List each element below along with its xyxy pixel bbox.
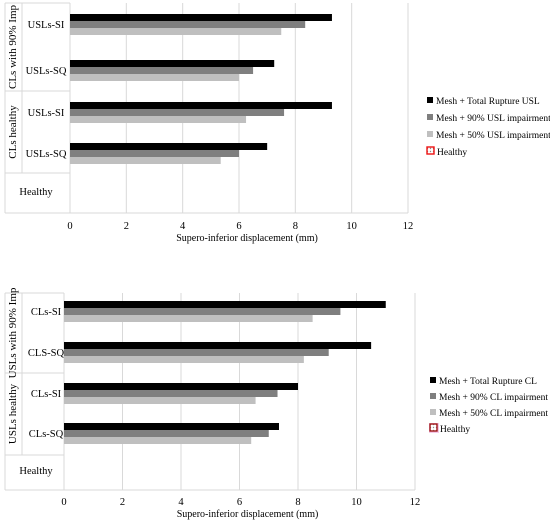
legend-label: Mesh + 90% CL impairment — [439, 393, 548, 403]
legend-label: Mesh + 50% CL impairment — [439, 409, 548, 419]
x-tick-label: 10 — [351, 497, 362, 508]
bar — [64, 315, 313, 322]
legend-swatch — [430, 393, 436, 399]
bar — [64, 390, 278, 397]
category-label: USLs-SI — [28, 108, 65, 119]
category-label: CLs-SI — [31, 307, 62, 318]
legend-swatch — [427, 97, 433, 103]
group-label: CLs healthy — [7, 105, 19, 159]
category-label: USLs-SQ — [26, 149, 67, 160]
x-tick-label: 0 — [61, 497, 66, 508]
legend-label: Mesh + Total Rupture CL — [439, 377, 537, 387]
chart-1: CLs with 90% Imp USLs-SI USLs-SQ CLs health… — [4, 2, 550, 244]
x-axis-label: Supero-inferior displacement (mm) — [176, 233, 318, 244]
legend-label-healthy: Healthy — [437, 148, 467, 158]
category-label: CLs-SQ — [29, 429, 64, 440]
bar — [64, 383, 298, 390]
bar — [70, 102, 332, 109]
x-tick-label: 10 — [346, 221, 357, 232]
x-tick-label: 8 — [293, 221, 298, 232]
category-label: Healthy — [19, 466, 53, 477]
bar — [70, 74, 239, 81]
bar — [70, 143, 268, 150]
x-tick-label: 0 — [67, 221, 72, 232]
bar — [64, 308, 341, 315]
x-tick-label: 12 — [403, 221, 414, 232]
bar — [70, 60, 275, 67]
bar — [70, 21, 306, 28]
group-label: USLs healthy — [7, 383, 19, 444]
legend-swatch — [427, 131, 433, 137]
bar — [64, 397, 256, 404]
x-tick-label: 12 — [410, 497, 421, 508]
bar — [64, 349, 329, 356]
bar — [70, 157, 221, 164]
category-label: USLs-SQ — [26, 66, 67, 77]
legend-label: Mesh + Total Rupture USL — [436, 97, 540, 107]
x-tick-label: 4 — [178, 497, 184, 508]
x-tick-label: 8 — [295, 497, 300, 508]
x-tick-label: 6 — [237, 497, 242, 508]
x-axis-label: Supero-inferior displacement (mm) — [177, 509, 319, 520]
x-tick-label: 4 — [180, 221, 186, 232]
legend-swatch-healthy — [429, 423, 438, 432]
bar — [64, 430, 269, 437]
legend-swatch — [430, 409, 436, 415]
bar — [64, 437, 252, 444]
chart-2: USLs with 90% Imp CLs-SI CLS-SQ USLs health… — [4, 287, 548, 520]
legend-swatch — [430, 377, 436, 383]
bar — [64, 356, 304, 363]
legend-swatch — [427, 114, 433, 120]
legend-label-healthy: Healthy — [440, 425, 470, 435]
bar — [70, 109, 285, 116]
category-label: Healthy — [19, 187, 53, 198]
x-tick-label: 2 — [124, 221, 129, 232]
bar — [70, 150, 239, 157]
legend-swatch-healthy — [426, 146, 435, 155]
bar — [64, 301, 386, 308]
legend-label: Mesh + 50% USL impairment — [436, 131, 550, 141]
category-label: USLs-SI — [28, 20, 65, 31]
bar — [70, 116, 247, 123]
x-tick-label: 6 — [236, 221, 241, 232]
bar — [70, 67, 254, 74]
group-label: USLs with 90% Imp — [7, 287, 19, 378]
x-tick-label: 2 — [120, 497, 125, 508]
group-label: CLs with 90% Imp — [7, 4, 19, 89]
legend-label: Mesh + 90% USL impairment — [436, 114, 550, 124]
category-label: CLS-SQ — [28, 348, 65, 359]
bar — [64, 342, 372, 349]
bar — [70, 14, 332, 21]
bar — [64, 423, 279, 430]
category-label: CLs-SI — [31, 389, 62, 400]
bar — [70, 28, 282, 35]
